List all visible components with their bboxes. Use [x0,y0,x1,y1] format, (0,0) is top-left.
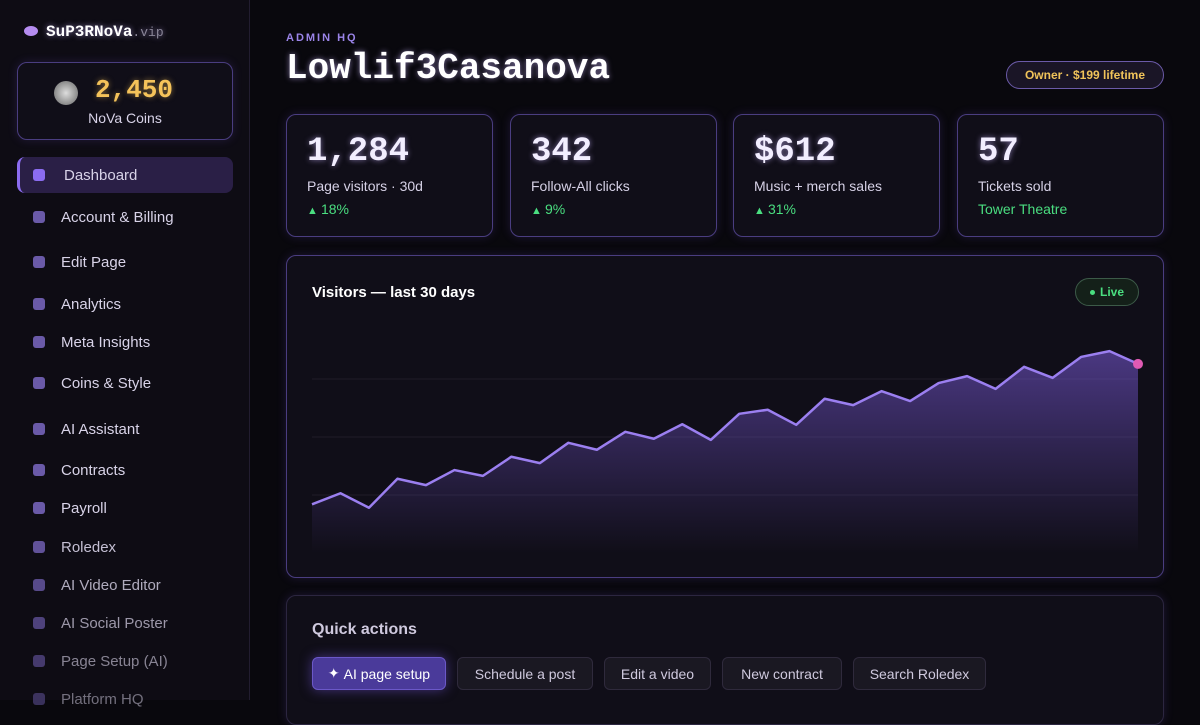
button-label: Schedule a post [474,665,576,682]
nav-icon [33,579,45,591]
live-dot [1089,289,1095,295]
nav-icon [33,655,45,667]
nav-icon [33,256,45,268]
nav-item[interactable]: Page Setup (AI) [17,643,233,679]
nav-item[interactable]: AI Social Poster [17,605,233,641]
coin-icon [54,81,78,105]
stat-value: 342 [531,133,593,171]
nav-item[interactable]: Meta Insights [17,324,233,360]
coins-card: 2,450 NoVa Coins [17,62,233,140]
sparkle-icon: ✦ [327,665,340,681]
nav-icon [33,464,45,476]
up-arrow: ▲ [754,205,768,217]
nav-icon [33,423,45,435]
coins-label: NoVa Coins [88,110,162,126]
nav-icon [33,541,45,553]
chart-title: Visitors — last 30 days [312,284,476,301]
stat-label: Follow-All clicks [531,178,630,194]
change-value: 18% [320,201,349,217]
stat-label: Page visitors · 30d [307,178,423,194]
nav-label: Account & Billing [61,208,174,226]
nav-item[interactable]: AI Assistant [17,411,233,447]
nav-label: Analytics [61,295,122,313]
button-label: Edit a video [620,665,695,682]
nav-item[interactable]: Contracts [17,452,233,488]
nav-label: AI Assistant [61,420,140,438]
brand-suffix: .vip [132,25,164,40]
nav-item[interactable]: Payroll [17,490,233,526]
change-value: 31% [767,201,796,217]
live-text: Live [1099,285,1124,299]
stat-value: $612 [754,133,836,171]
nav-icon [33,211,45,223]
nav-label: Contracts [61,461,126,479]
stat-label: Music + merch sales [754,178,882,194]
brand: SuP3RNoVa.vip [46,23,164,41]
action-button[interactable]: ✦ AI page setup [312,657,446,690]
button-label: New contract [741,665,823,682]
stat-value: 1,284 [307,133,410,171]
button-label: Search Roledex [869,665,970,682]
nav-label: Edit Page [61,253,127,271]
page: SuP3RNoVa.vip 2,450 NoVa Coins Dashboard… [0,0,1164,725]
nav-icon [33,298,45,310]
sidebar: SuP3RNoVa.vip 2,450 NoVa Coins Dashboard… [0,0,250,708]
nav-label: AI Social Poster [61,614,168,632]
button-label: AI page setup [343,665,431,682]
nav-item[interactable]: AI Video Editor [17,567,233,603]
nav-icon [33,617,45,629]
quick-actions-title: Quick actions [312,621,417,638]
up-arrow: ▲ [307,205,321,217]
stat-change: ▲ 18% [307,201,349,217]
stat-card: $612 Music + merch sales ▲ 31% [733,114,940,237]
nav-item[interactable]: Dashboard [17,157,233,193]
stat-label: Tickets sold [978,178,1052,194]
stat-change: ▲ 31% [754,201,796,217]
line [311,349,1139,510]
up-arrow: ▲ [531,205,545,217]
coins-value: 2,450 [95,75,174,105]
end-marker [1133,358,1143,369]
nav-item[interactable]: Coins & Style [17,365,233,401]
nav-label: Meta Insights [61,333,151,351]
action-button[interactable]: Search Roledex [853,657,986,690]
nav-label: Roledex [61,538,117,556]
eyebrow: ADMIN HQ [286,32,358,44]
nav-icon [33,336,45,348]
nav-icon [33,377,45,389]
nav-icon [33,502,45,514]
page-title: Lowlif3Casanova [286,48,611,89]
stat-card: 1,284 Page visitors · 30d ▲ 18% [286,114,493,237]
action-button[interactable]: Schedule a post [457,657,593,690]
nav-label: Dashboard [64,166,138,184]
stat-card: 57 Tickets sold Tower Theatre [957,114,1164,237]
nav-label: Page Setup (AI) [61,652,168,670]
stat-change: ▲ 9% [531,201,565,217]
chart [311,349,1143,553]
stat-note: Tower Theatre [978,201,1068,217]
nav-item[interactable]: Analytics [17,286,233,322]
brand-icon [24,26,38,36]
nav-label: AI Video Editor [61,576,161,594]
brand-name: SuP3RNoVa [46,23,133,41]
nav-item[interactable]: Account & Billing [17,199,233,235]
action-button[interactable]: New contract [722,657,842,690]
live-badge: Live [1075,278,1139,306]
change-value: 9% [544,201,566,217]
nav-label: Payroll [61,499,107,517]
nav-item[interactable]: Roledex [17,529,233,565]
nav-label: Coins & Style [61,374,152,392]
quick-actions-card: Quick actions ✦ AI page setup Schedule a p… [286,595,1164,725]
stat-card: 342 Follow-All clicks ▲ 9% [510,114,717,237]
stat-value: 57 [978,133,1019,171]
owner-badge: Owner · $199 lifetime [1006,61,1164,89]
nav-item[interactable]: Edit Page [17,244,233,280]
area-fill [312,351,1138,553]
action-button[interactable]: Edit a video [604,657,711,690]
nav-icon [33,169,45,181]
